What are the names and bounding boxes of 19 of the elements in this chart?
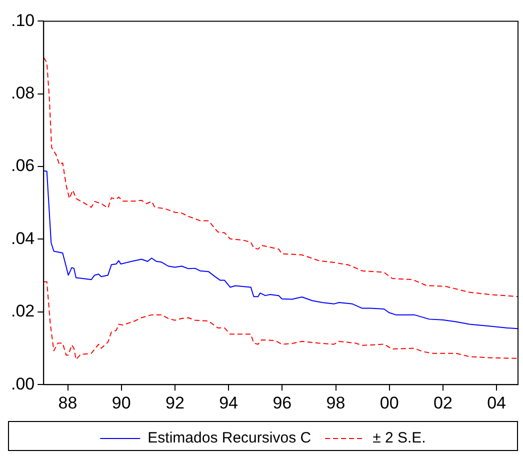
x-tick-label: 90 — [112, 393, 131, 412]
y-tick-label: .00 — [10, 374, 35, 394]
x-tick-label: 04 — [487, 393, 506, 412]
y-tick-label: .08 — [10, 84, 35, 103]
legend-label: ± 2 S.E. — [372, 430, 426, 447]
x-tick-label: 94 — [219, 393, 238, 412]
x-tick-label: 88 — [58, 393, 78, 412]
y-tick-label: .06 — [10, 156, 35, 176]
y-tick-label: .02 — [10, 302, 35, 321]
x-tick-label: 96 — [272, 393, 292, 412]
x-tick-label: 98 — [326, 393, 346, 412]
legend-label: Estimados Recursivos C — [148, 430, 312, 447]
y-tick-label: .10 — [10, 10, 35, 30]
line-series — [44, 57, 518, 298]
x-tick-label: 02 — [434, 393, 452, 412]
x-tick-label: 00 — [380, 393, 399, 412]
x-tick-label: 92 — [165, 393, 184, 412]
line-series — [44, 281, 518, 360]
y-tick-label: .04 — [10, 228, 35, 248]
